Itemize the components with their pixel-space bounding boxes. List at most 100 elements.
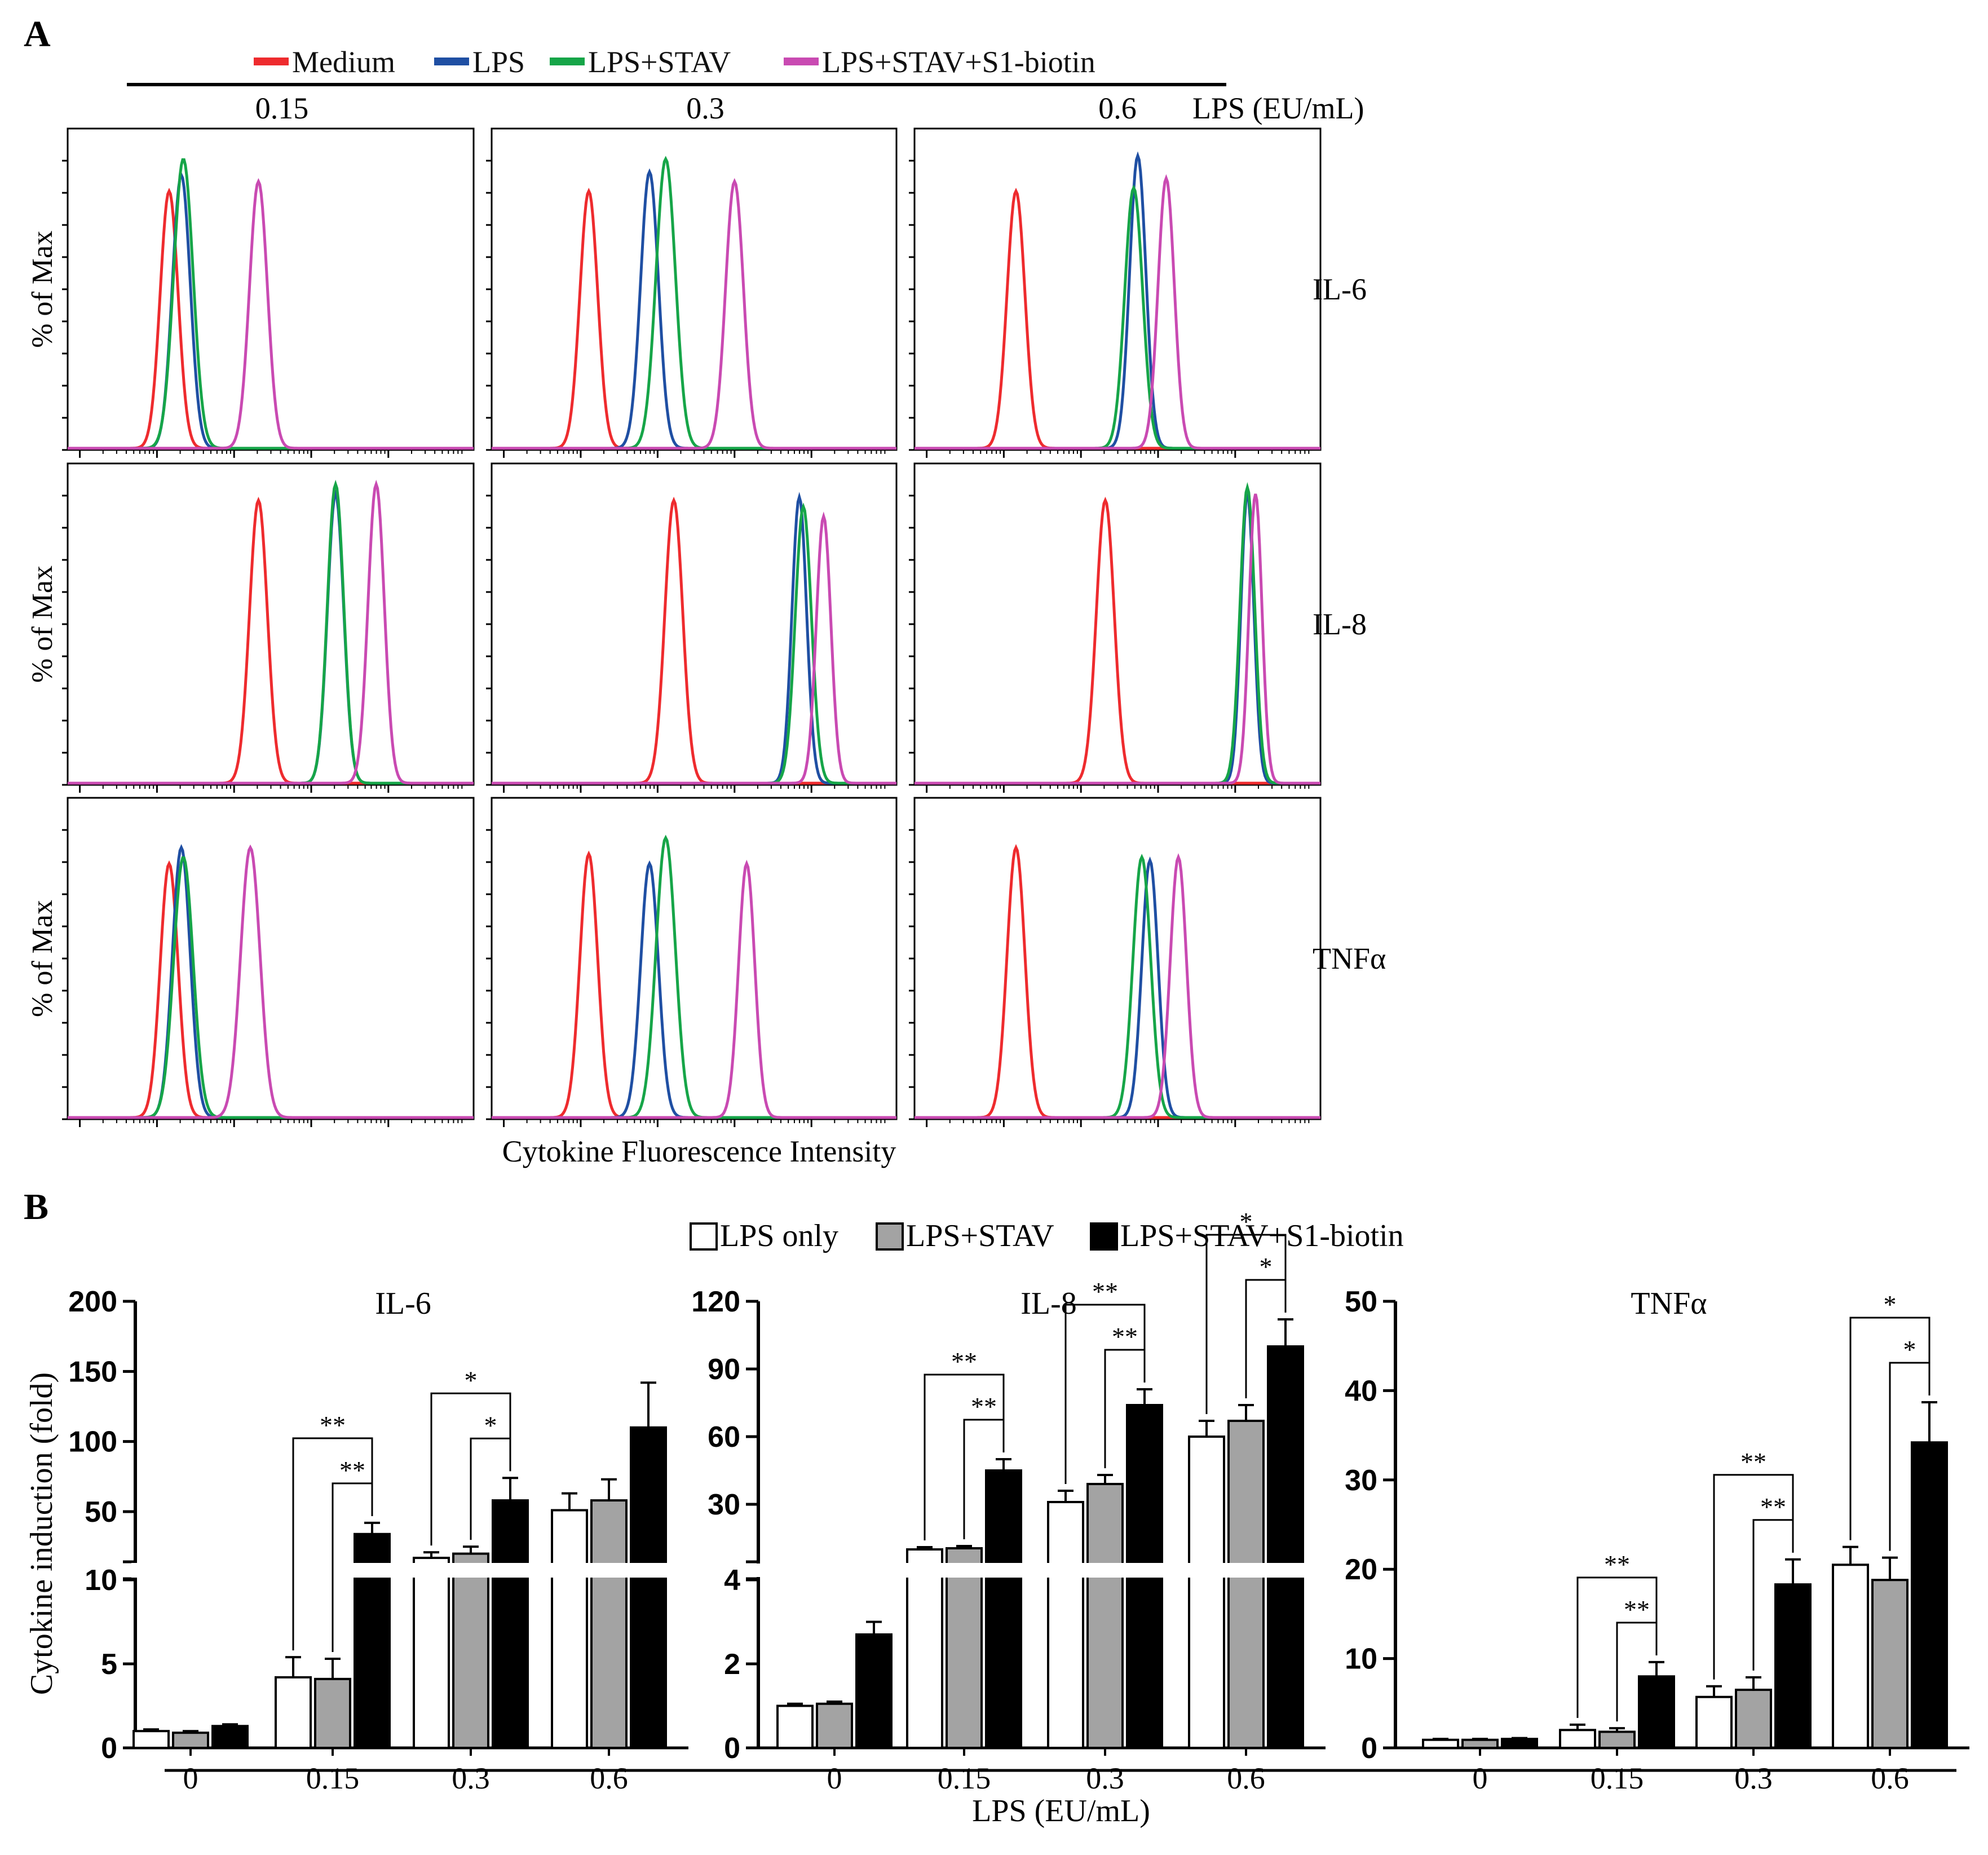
bar-lps-stav (1086, 1483, 1124, 1749)
bar-lpsonly (1695, 1695, 1733, 1749)
legend-label-lps-stav: LPS+STAV (906, 1218, 1054, 1253)
histogram-frame (913, 797, 1322, 1120)
chart-title: IL-6 (375, 1286, 431, 1321)
significance-label: ** (971, 1392, 997, 1421)
y-tick-label: 10 (1345, 1643, 1377, 1676)
histogram-curve-lps-stav (68, 479, 474, 785)
bar-lps-stav (1598, 1730, 1636, 1750)
significance-label: ** (1112, 1322, 1138, 1351)
legend-swatch-lps-stav (876, 1222, 904, 1251)
significance-label: * (484, 1411, 497, 1439)
histogram-curve-medium (68, 496, 474, 785)
x-tick-label: 0.15 (938, 1761, 991, 1795)
significance-bracket (1576, 1576, 1658, 1718)
significance-bracket (963, 1419, 1005, 1539)
bar-lpsonly (1188, 1436, 1225, 1749)
significance-bracket (1889, 1362, 1930, 1551)
bar-lps-stav (946, 1547, 983, 1749)
significance-label: * (1884, 1290, 1897, 1319)
x-tick-label: 0.3 (1734, 1761, 1773, 1795)
bar-lpsonly (1047, 1501, 1084, 1749)
histogram-curve-lps-stav (915, 854, 1320, 1119)
panel-a-histograms: Medium LPS LPS+STAV LPS+STAV+S1-biotin 0.15 0… (26, 45, 1386, 1168)
axis-break-gap (131, 1563, 250, 1578)
legend-swatch-medium (254, 58, 289, 65)
legend-label-lps-stav: LPS+STAV (588, 45, 731, 79)
bar-lpsonly (906, 1548, 943, 1749)
significance-label: ** (1760, 1492, 1786, 1521)
significance-label: ** (1604, 1550, 1630, 1579)
bar-lps-stav (1227, 1420, 1265, 1749)
x-tick-label: 0.6 (1227, 1761, 1265, 1795)
y-tick-label: 50 (1345, 1286, 1377, 1318)
histogram-curve-lps (68, 171, 474, 450)
bar-lps-stav-s1-biotin (211, 1725, 249, 1750)
row-label-il6: IL-6 (1313, 272, 1367, 306)
x-tick-label: 0.3 (1086, 1761, 1124, 1795)
bar-lps-stav-s1-biotin (1911, 1441, 1948, 1749)
significance-bracket (292, 1437, 373, 1651)
significance-label: ** (1092, 1277, 1118, 1306)
bar-lps-stav-s1-biotin (1501, 1738, 1538, 1749)
row-label-il8: IL-8 (1313, 607, 1367, 641)
panel-b-bar-charts: LPS only LPS+STAV LPS+STAV+S1-biotin Cytoki… (24, 1207, 1969, 1828)
y-axis-label-tnfa: % of Max (26, 900, 59, 1017)
x-tick-label: 0.15 (1591, 1761, 1644, 1795)
significance-bracket (1616, 1622, 1658, 1722)
histogram-curve-lps-stav-s1-biotin (915, 853, 1320, 1119)
bar-lps-stav-s1-biotin (1638, 1675, 1675, 1750)
y-tick-label: 90 (708, 1353, 740, 1386)
bar-lpsonly (1559, 1729, 1596, 1750)
significance-label: ** (951, 1347, 977, 1376)
axis-break-gap (1187, 1563, 1305, 1578)
histogram-curve-medium (492, 188, 896, 450)
y-tick-label: 2 (724, 1648, 740, 1681)
y-tick-label: 50 (85, 1496, 117, 1529)
significance-bracket (332, 1482, 373, 1653)
significance-label: * (1903, 1335, 1916, 1364)
histogram-il8-lps-0-15 (62, 462, 475, 793)
bar-lps-stav-s1-biotin (492, 1499, 529, 1749)
significance-bracket (1104, 1349, 1146, 1468)
column-group-label: LPS (EU/mL) (1192, 91, 1364, 125)
bar-lpsonly (551, 1509, 588, 1750)
bar-lpsonly (1422, 1738, 1459, 1749)
legend-label-lps-stav-s1: LPS+STAV+S1-biotin (822, 45, 1095, 79)
bar-lpsonly (1832, 1564, 1869, 1750)
histogram-curve-lps (68, 489, 474, 785)
bar-lpsonly (776, 1704, 814, 1749)
bar-lps-stav-s1-biotin (1774, 1583, 1812, 1749)
significance-label: * (1260, 1252, 1273, 1281)
panel-a-label: A (24, 14, 51, 55)
legend-swatch-lps-stav-s1-biotin (1090, 1222, 1118, 1251)
histogram-curve-lps-stav-s1-biotin (68, 844, 474, 1119)
bar-lps-stav (452, 1552, 489, 1750)
y-tick-label: 120 (691, 1286, 740, 1318)
x-tick-label: 0.3 (452, 1761, 490, 1795)
bar-lps-stav (172, 1732, 209, 1749)
y-tick-label: 5 (101, 1648, 117, 1681)
row-label-tnfa: TNFα (1313, 942, 1386, 975)
significance-label: * (465, 1366, 478, 1394)
y-tick-label: 200 (68, 1286, 117, 1318)
y-tick-label: 0 (101, 1732, 117, 1765)
legend-label-lps-stav-s1-biotin: LPS+STAV+S1-biotin (1120, 1218, 1404, 1253)
y-tick-label: 30 (708, 1489, 740, 1521)
histogram-curve-lps (492, 492, 896, 785)
significance-label: ** (1624, 1595, 1650, 1624)
y-tick-label: 4 (724, 1564, 740, 1597)
histogram-il6-lps-0-6 (909, 127, 1322, 458)
y-tick-label: 10 (85, 1564, 117, 1597)
significance-bracket (1245, 1279, 1287, 1398)
y-tick-label: 20 (1345, 1553, 1377, 1586)
bar-lpsonly (275, 1676, 312, 1750)
histogram-curve-lps (915, 856, 1320, 1119)
y-tick-label: 0 (724, 1732, 740, 1765)
y-tick-label: 150 (68, 1355, 117, 1388)
histogram-curve-lps-stav-s1-biotin (492, 859, 896, 1119)
bar-lps-stav (816, 1702, 853, 1749)
histogram-curve-lps-stav-s1-biotin (492, 178, 896, 450)
significance-bracket (1713, 1474, 1794, 1680)
